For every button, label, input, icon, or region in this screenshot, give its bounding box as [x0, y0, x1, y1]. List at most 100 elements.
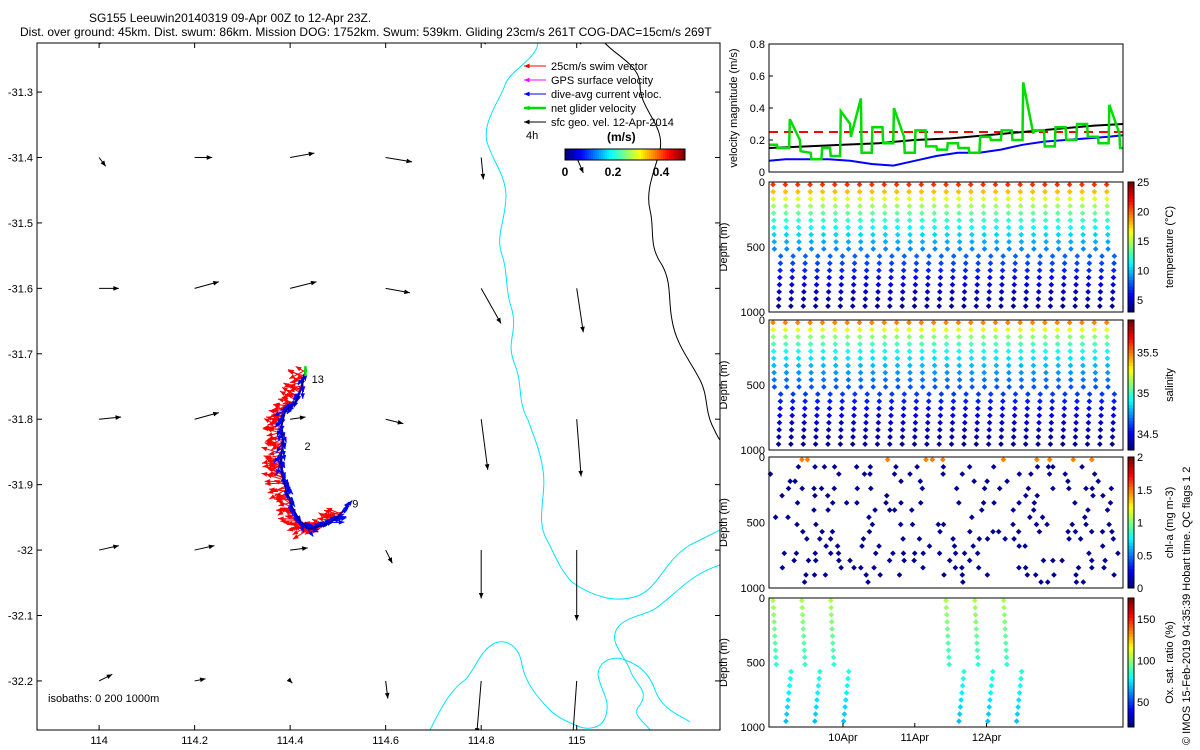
profile-data-point	[881, 326, 888, 333]
dac-vector-arrow	[275, 441, 284, 453]
profile-data-point	[1110, 412, 1117, 419]
profile-data-point	[779, 564, 786, 571]
profile-colorbar-swatch	[1128, 457, 1134, 461]
profile-data-point	[950, 391, 957, 397]
profile-data-point	[838, 289, 844, 295]
profile-ytick-label: 500	[747, 380, 765, 392]
profile-data-point	[924, 434, 930, 440]
profile-data-point	[1018, 355, 1024, 362]
profile-data-point	[1098, 267, 1105, 274]
profile-data-point	[882, 355, 888, 362]
profile-colorbar-swatch	[1128, 339, 1134, 344]
profile-data-point	[858, 564, 864, 571]
profile-data-point	[822, 572, 829, 578]
profile-data-point	[961, 550, 968, 557]
profile-data-point	[1067, 341, 1073, 347]
swim-vector-arrow-head	[269, 494, 276, 500]
profile-data-point	[911, 557, 917, 564]
profile-data-point	[826, 412, 833, 419]
profile-data-point	[1000, 253, 1006, 259]
profile-data-point	[1024, 260, 1031, 267]
profile-colorbar-swatch	[1128, 201, 1134, 206]
profile-data-point	[943, 355, 950, 362]
velocity-ytick-label: 0.8	[750, 39, 765, 51]
profile-data-point	[1030, 355, 1037, 362]
dac-vector-arrow-head	[274, 421, 281, 428]
profile-data-point	[783, 210, 789, 217]
profile-colorbar-swatch	[1128, 493, 1134, 497]
profile-colorbar-swatch	[1128, 489, 1134, 494]
profile-data-point	[1110, 281, 1116, 288]
profile-data-point	[1109, 528, 1115, 535]
profile-data-point	[771, 231, 777, 238]
profile-data-point	[999, 405, 1006, 412]
profile-colorbar-swatch	[1128, 391, 1134, 396]
colorbar-swatch	[601, 149, 604, 160]
surface-velocity-arrow	[385, 287, 410, 295]
profile-data-point	[968, 348, 975, 355]
profile-data-point	[962, 412, 968, 419]
profile-data-point	[980, 181, 986, 188]
profile-data-point	[925, 412, 931, 419]
profile-data-point	[770, 217, 777, 224]
profile-data-point	[949, 412, 956, 419]
profile-data-point	[844, 203, 851, 209]
profile-data-point	[1080, 224, 1086, 231]
profile-data-point	[1054, 334, 1061, 340]
swim-vector-arrow-head	[326, 508, 333, 513]
profile-data-point	[1067, 362, 1074, 369]
profile-data-point	[961, 289, 968, 295]
profile-data-point	[1111, 572, 1117, 578]
profile-data-point	[832, 355, 839, 362]
profile-data-point	[907, 471, 913, 477]
legend-arrow-2	[524, 91, 546, 97]
profile-data-point	[1110, 405, 1117, 412]
profile-data-point	[981, 238, 988, 245]
profile-data-point	[782, 203, 789, 209]
profile-data-point	[1035, 441, 1041, 447]
profile-data-point	[1016, 543, 1022, 549]
profile-data-point	[950, 253, 957, 259]
profile-data-point	[1085, 427, 1091, 433]
profile-data-point	[992, 319, 999, 326]
profile-data-point	[1062, 253, 1068, 259]
profile-data-point	[897, 521, 904, 528]
profile-data-point	[943, 210, 950, 217]
profile-data-point	[1109, 434, 1116, 440]
profile-data-point	[862, 296, 869, 302]
profile-data-point	[911, 296, 918, 302]
profile-data-point	[939, 456, 946, 463]
profile-colorbar-swatch	[1128, 407, 1134, 412]
profile-data-point	[1042, 348, 1049, 355]
profile-colorbar-swatch	[1128, 411, 1134, 415]
profile-data-point	[869, 224, 876, 231]
profile-data-point	[1037, 391, 1044, 397]
dac-vector-arrow-head	[276, 468, 281, 475]
profile-data-point	[771, 626, 778, 632]
colorbar-swatch	[585, 149, 588, 160]
profile-data-point	[894, 376, 901, 383]
profile-data-point	[1011, 281, 1018, 288]
swim-vector-arrow	[269, 487, 287, 493]
profile-data-point	[1101, 564, 1107, 571]
profile-colorbar-swatch	[1128, 302, 1134, 306]
profile-colorbar-swatch	[1128, 292, 1134, 297]
profile-data-point	[820, 210, 826, 217]
profile-data-point	[1092, 348, 1098, 355]
profile-data-point	[812, 550, 819, 557]
dac-vector-arrow-head	[273, 411, 280, 416]
profile-data-point	[1017, 181, 1023, 188]
dac-vector-arrow-head	[289, 500, 295, 507]
profile-data-point	[887, 419, 894, 426]
profile-colorbar-swatch	[1128, 568, 1134, 573]
profile-data-point	[876, 398, 883, 405]
profile-data-point	[782, 326, 789, 333]
profile-data-point	[1055, 246, 1062, 252]
profile-data-point	[937, 419, 943, 426]
profile-colorbar-tick-label: 0.5	[1137, 550, 1152, 562]
profile-data-point	[1011, 274, 1018, 281]
swim-vector-arrow	[268, 451, 282, 456]
profile-colorbar-swatch	[1128, 643, 1134, 647]
profile-data-point	[820, 341, 826, 347]
